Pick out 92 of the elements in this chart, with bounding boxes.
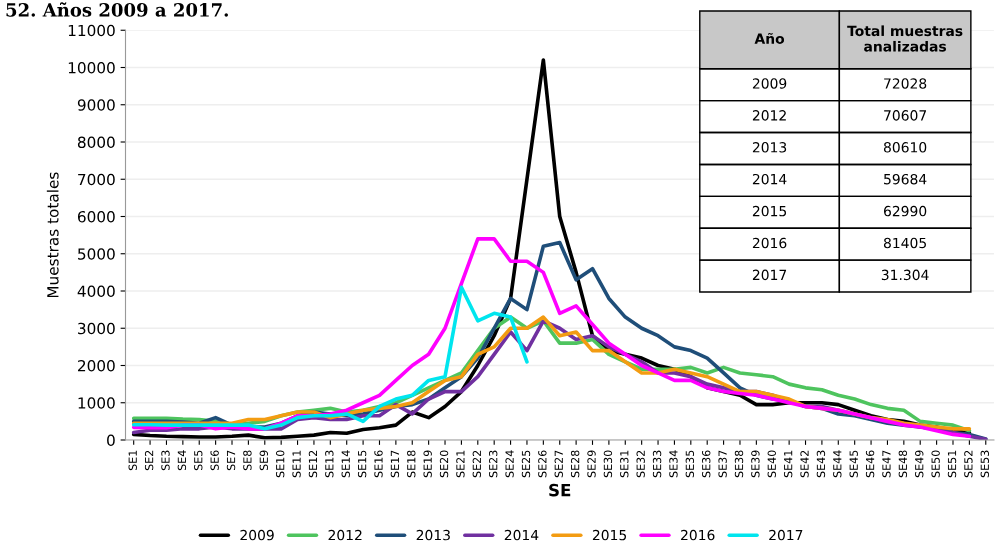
x-tick-label: SE29: [587, 450, 596, 478]
y-tick-label: 8000: [77, 136, 115, 149]
legend-label: 2017: [769, 529, 803, 541]
x-tick-label: SE51: [947, 450, 957, 478]
x-tick-label: SE31: [620, 450, 629, 478]
x-tick-label: SE15: [357, 450, 367, 478]
x-tick-label: SE35: [685, 450, 695, 478]
x-tick-label: SE42: [800, 450, 809, 478]
x-tick-label: SE13: [325, 450, 334, 478]
x-tick-label: SE40: [767, 450, 776, 478]
annotation: Año: [754, 32, 785, 44]
annotation: 2017: [752, 269, 787, 281]
y-tick-label: 5000: [78, 248, 115, 260]
annotation: 2015: [752, 205, 787, 217]
x-tick-label: SE6: [210, 450, 219, 471]
y-tick-label: 1000: [78, 397, 115, 409]
x-tick-label: SE9: [259, 450, 269, 471]
x-tick-label: SE53: [980, 450, 989, 478]
x-tick-label: SE45: [849, 450, 858, 478]
x-tick-label: SE16: [374, 450, 383, 478]
annotation: 2016: [752, 237, 787, 249]
x-tick-label: SE48: [898, 450, 908, 478]
annotation: 80610: [883, 142, 927, 153]
x-tick-label: SE14: [341, 450, 350, 478]
chart-title: 52. Años 2009 a 2017.: [6, 2, 228, 17]
legend-label: 2014: [504, 529, 539, 541]
y-tick-label: 4000: [77, 285, 115, 298]
x-tick-label: SE4: [177, 450, 187, 471]
y-tick-label: 3000: [78, 322, 115, 335]
y-tick-label: 9000: [77, 99, 115, 111]
annotation: 2012: [752, 110, 786, 121]
x-tick-label: SE43: [816, 450, 826, 478]
x-tick-label: SE19: [423, 450, 432, 478]
annotation: 59684: [884, 173, 927, 185]
x-tick-label: SE17: [390, 450, 400, 478]
x-tick-label: SE25: [521, 450, 531, 478]
x-tick-label: SE52: [964, 450, 973, 478]
x-tick-label: SE26: [538, 450, 547, 478]
y-tick-label: 10000: [68, 61, 115, 74]
x-tick-label: SE39: [751, 450, 760, 478]
x-tick-label: SE41: [783, 450, 793, 478]
x-tick-label: SE27: [554, 450, 563, 478]
x-tick-label: SE2: [144, 450, 154, 471]
x-tick-label: SE20: [439, 450, 449, 478]
x-tick-label: SE12: [308, 450, 318, 478]
x-tick-label: SE28: [570, 450, 580, 478]
line-series: [131, 285, 529, 431]
annotation: 62990: [883, 205, 927, 217]
legend-label: 2009: [240, 529, 274, 541]
annotation: 2014: [752, 173, 787, 185]
x-tick-label: SE8: [243, 450, 252, 471]
x-tick-label: SE46: [865, 450, 875, 478]
y-tick-label: 11000: [68, 24, 115, 37]
x-tick-label: SE36: [702, 450, 711, 478]
annotation: 2009: [752, 78, 787, 89]
legend-label: 2016: [681, 529, 715, 541]
x-tick-label: SE1: [128, 450, 137, 471]
x-tick-label: SE3: [161, 450, 170, 471]
annotation: 72028: [884, 78, 927, 89]
x-tick-label: SE37: [718, 450, 727, 478]
y-tick-label: 7000: [78, 173, 115, 186]
y-tick-label: 0: [107, 434, 115, 447]
annotation: 70607: [884, 110, 927, 121]
x-tick-label: SE44: [833, 450, 842, 478]
x-tick-label: SE24: [505, 450, 514, 478]
x-tick-label: SE11: [292, 450, 301, 478]
x-tick-label: SE50: [931, 450, 940, 478]
annotation: 81405: [883, 237, 926, 249]
x-tick-label: SE34: [669, 450, 678, 478]
x-tick-label: SE49: [915, 450, 924, 478]
x-tick-label: SE23: [489, 450, 498, 478]
x-tick-label: SE7: [226, 450, 236, 471]
legend-label: 2013: [416, 529, 450, 541]
x-tick-label: SE32: [636, 450, 645, 478]
y-tick-label: 6000: [77, 210, 115, 223]
x-tick-label: SE21: [456, 450, 465, 478]
x-tick-label: SE38: [734, 450, 744, 478]
annotation: 31.304: [881, 269, 929, 281]
x-axis-title: SE: [549, 483, 571, 497]
y-axis-title: Muestras totales: [46, 172, 59, 298]
x-tick-label: SE22: [472, 450, 482, 478]
x-tick-label: SE5: [194, 450, 203, 471]
legend-label: 2012: [328, 529, 362, 541]
annotation: Total muestras analizadas: [847, 25, 963, 52]
annotation: 2013: [752, 142, 787, 153]
x-tick-label: SE10: [275, 450, 285, 478]
legend-label: 2015: [592, 529, 627, 541]
y-tick-label: 2000: [78, 359, 115, 372]
x-tick-label: SE33: [652, 450, 662, 478]
x-tick-label: SE30: [603, 450, 613, 478]
x-tick-label: SE18: [407, 450, 416, 478]
x-tick-label: SE47: [882, 450, 891, 478]
